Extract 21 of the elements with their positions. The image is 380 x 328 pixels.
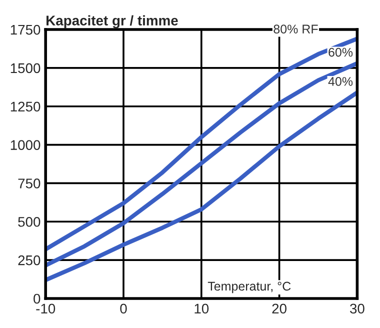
y-tick-label: 1250 bbox=[10, 102, 40, 112]
x-tick-label: 10 bbox=[194, 304, 209, 314]
y-tick-label: 0 bbox=[34, 294, 40, 304]
x-axis-title: Temperatur, °C bbox=[208, 282, 291, 294]
series-label: 40% bbox=[328, 77, 353, 86]
series-label: 60% bbox=[328, 48, 353, 57]
y-tick-label: 500 bbox=[18, 216, 40, 227]
series-label: 80% RF bbox=[274, 24, 318, 34]
y-tick-label: 1000 bbox=[10, 140, 40, 150]
line-series bbox=[46, 36, 358, 252]
y-tick-label: 750 bbox=[18, 178, 40, 188]
x-tick-label: 30 bbox=[350, 304, 364, 314]
y-tick-label: 1500 bbox=[10, 63, 40, 74]
line-series bbox=[46, 61, 358, 268]
y-tick-label: 1750 bbox=[10, 24, 40, 35]
x-tick-label: 20 bbox=[272, 304, 286, 314]
x-tick-label: -10 bbox=[36, 304, 56, 314]
line-series bbox=[46, 90, 358, 282]
chart-title: Kapacitet gr / timme bbox=[46, 15, 178, 28]
y-tick-label: 250 bbox=[18, 255, 40, 266]
x-tick-label: 0 bbox=[120, 304, 127, 314]
